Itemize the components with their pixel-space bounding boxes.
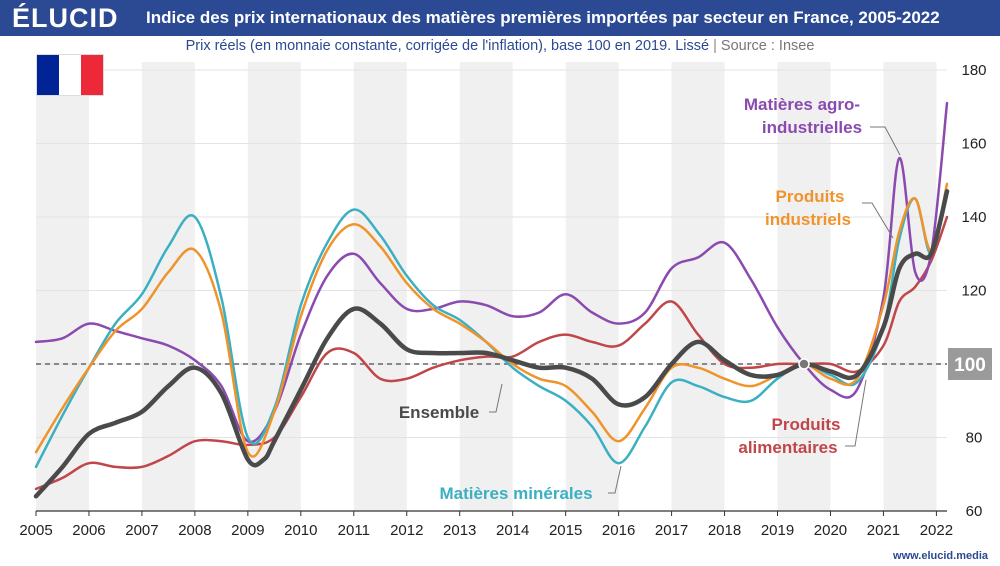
chart-subtitle: Prix réels (en monnaie constante, corrig… <box>0 38 1000 54</box>
annotation-agro: Matières agro-industrielles <box>744 95 862 137</box>
x-tick-label: 2017 <box>655 522 688 539</box>
x-tick-label: 2006 <box>72 522 105 539</box>
year-band <box>141 62 195 511</box>
y-tick-label: 160 <box>961 136 986 153</box>
subtitle-text: Prix réels (en monnaie constante, corrig… <box>185 38 710 54</box>
y-tick-label: 120 <box>961 283 986 300</box>
y-tick-label: 180 <box>961 62 986 79</box>
annotations: Ensemble Matières minérales Matières agro-… <box>399 95 901 503</box>
x-tick-label: 2022 <box>920 522 953 539</box>
leader-industriels <box>862 202 894 239</box>
x-tick-label: 2011 <box>338 522 370 539</box>
y-tick-label: 140 <box>961 209 986 226</box>
annotation-industriels-line-2: industriels <box>765 210 851 229</box>
annotation-alimentaires-line-1: Produits <box>772 415 841 434</box>
x-tick-label: 2005 <box>19 522 52 539</box>
series-line-alimentaires <box>34 215 949 491</box>
series-line-ensemble <box>33 189 950 499</box>
y-axis: 6080100120140160180100 <box>948 62 992 520</box>
year-band <box>565 62 619 511</box>
x-tick-label: 2016 <box>602 522 635 539</box>
grid-lines <box>36 69 947 512</box>
x-tick-label: 2009 <box>231 522 264 539</box>
flag-stripe-red <box>81 55 103 95</box>
x-tick-label: 2007 <box>125 522 158 539</box>
leader-minerales <box>608 465 622 494</box>
x-tick-label: 2008 <box>178 522 211 539</box>
x-tick-label: 2021 <box>867 522 900 539</box>
x-tick-label: 2012 <box>390 522 423 539</box>
leader-ensemble <box>489 383 503 413</box>
x-tick-label: 2015 <box>549 522 582 539</box>
year-band <box>671 62 725 511</box>
subtitle-separator: | <box>713 38 717 54</box>
annotation-agro-line-2: industrielles <box>762 118 862 137</box>
annotation-ensemble: Ensemble <box>399 403 479 422</box>
annotation-industriels-line-1: Produits <box>776 187 845 206</box>
flag-stripe-blue <box>37 55 59 95</box>
year-band <box>777 62 831 511</box>
x-tick-label: 2014 <box>496 522 529 539</box>
series-lines <box>33 101 950 499</box>
y-tick-label: 80 <box>966 430 983 447</box>
annotation-agro-line-1: Matières agro- <box>744 95 860 114</box>
base-point-marker <box>798 358 810 370</box>
y-tick-label: 60 <box>966 503 983 520</box>
header-bar: ÉLUCID Indice des prix internationaux de… <box>0 0 1000 36</box>
x-tick-label: 2010 <box>284 522 317 539</box>
annotation-alimentaires-line-2: alimentaires <box>738 438 837 457</box>
leader-alimentaires <box>845 379 867 447</box>
france-flag-icon <box>37 55 103 95</box>
x-tick-label: 2020 <box>814 522 847 539</box>
leader-agro <box>870 126 901 156</box>
logo: ÉLUCID <box>12 3 119 33</box>
flag-stripe-white <box>59 55 81 95</box>
annotation-alimentaires: Produits alimentaires <box>738 415 840 457</box>
reference-value-label: 100 <box>954 355 986 376</box>
annotation-industriels: Produits industriels <box>765 187 851 229</box>
year-band <box>353 62 407 511</box>
annotation-minerales: Matières minérales <box>439 484 592 503</box>
source-text: Source : Insee <box>720 38 815 54</box>
x-axis: 2005 2006 2007 2008 2009 2010 2011 2012 2013 2014… <box>19 510 953 539</box>
year-band <box>459 62 513 511</box>
chart-title: Indice des prix internationaux des matiè… <box>146 8 940 27</box>
x-tick-label: 2013 <box>443 522 476 539</box>
x-tick-label: 2019 <box>761 522 794 539</box>
reference-value-badge <box>948 348 992 380</box>
series-line-agro <box>34 101 949 444</box>
footer-url: www.elucid.media <box>893 550 988 562</box>
x-tick-label: 2018 <box>708 522 741 539</box>
